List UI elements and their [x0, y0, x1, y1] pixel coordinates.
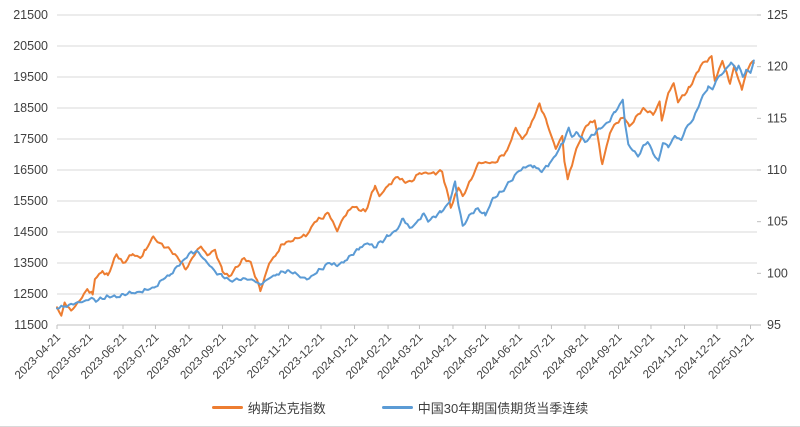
chart-legend: 纳斯达克指数 中国30年期国债期货当季连续 [0, 398, 800, 417]
bond-future-line-swatch [381, 405, 413, 410]
nasdaq-line-swatch [211, 405, 243, 410]
y-axis-left-tick-label: 15500 [13, 194, 48, 208]
y-axis-left-tick-label: 17500 [13, 132, 48, 146]
legend-label-china-30y-bond-future: 中国30年期国债期货当季连续 [417, 401, 589, 416]
series-line-0 [56, 55, 755, 317]
y-axis-right-tick-label: 115 [767, 111, 787, 125]
series-line-1 [56, 59, 755, 310]
y-axis-left-tick-label: 11500 [14, 318, 48, 332]
y-axis-left-tick-label: 19500 [13, 70, 48, 84]
y-axis-right-tick-label: 120 [767, 60, 788, 74]
y-axis-right-tick-label: 105 [767, 215, 788, 229]
legend-item-nasdaq: 纳斯达克指数 [211, 398, 326, 417]
y-axis-right-tick-label: 110 [767, 163, 787, 177]
y-axis-left-tick-label: 16500 [13, 163, 48, 177]
y-axis-left-tick-label: 13500 [13, 256, 48, 270]
y-axis-left-tick-label: 21500 [13, 8, 48, 22]
legend-item-china-30y-bond-future: 中国30年期国债期货当季连续 [381, 398, 589, 417]
y-axis-left-tick-label: 14500 [13, 225, 48, 239]
y-axis-right-tick-label: 95 [767, 318, 781, 332]
y-axis-left-tick-label: 18500 [13, 101, 48, 115]
legend-label-nasdaq: 纳斯达克指数 [247, 401, 326, 416]
y-axis-right-tick-label: 100 [767, 266, 788, 280]
y-axis-left-tick-label: 20500 [13, 39, 48, 53]
y-axis-left-tick-label: 12500 [13, 287, 48, 301]
y-axis-right-tick-label: 125 [767, 8, 788, 22]
